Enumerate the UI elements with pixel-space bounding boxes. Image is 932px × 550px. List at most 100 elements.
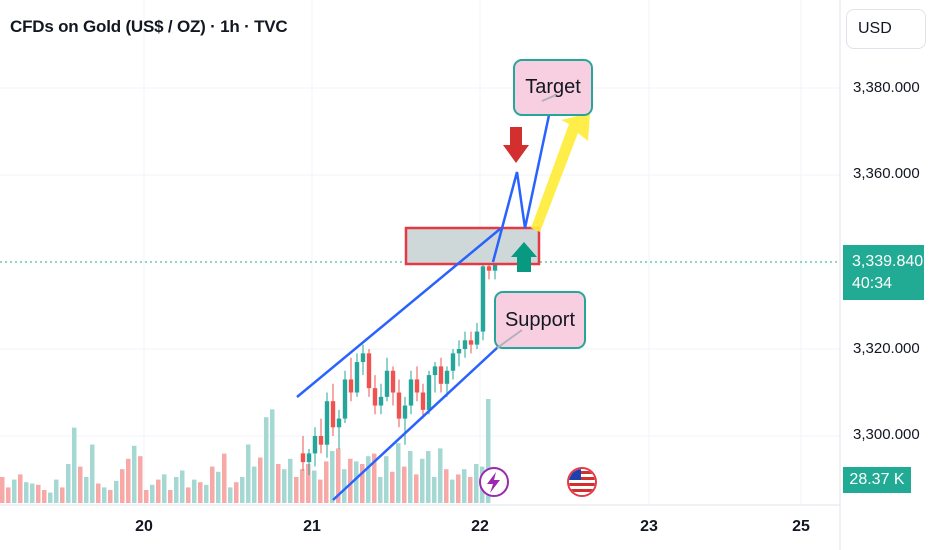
grid-lines — [0, 0, 840, 505]
volume-bar — [132, 445, 137, 503]
us-flag-event-icon[interactable] — [567, 467, 597, 497]
volume-bar — [162, 474, 167, 503]
candle-body — [450, 353, 456, 371]
yellow-projection-arrow[interactable] — [531, 113, 590, 232]
volume-bar — [432, 477, 437, 503]
volume-bar — [144, 490, 149, 503]
candle — [306, 449, 312, 476]
volume-bar — [456, 474, 461, 503]
candle-body — [330, 401, 336, 428]
candle — [408, 370, 414, 415]
volume-bar — [90, 444, 95, 503]
volume-bar — [264, 417, 269, 503]
projected-path-line[interactable] — [491, 100, 554, 263]
candle — [330, 383, 336, 436]
volume-bar — [72, 427, 77, 503]
candle — [378, 383, 384, 415]
volume-bar — [228, 487, 233, 503]
volume-bar — [210, 466, 215, 503]
volume-bar — [168, 490, 173, 503]
chart-title: CFDs on Gold (US$ / OZ) · 1h · TVC — [10, 17, 288, 36]
volume-bar — [324, 461, 329, 503]
resistance-zone[interactable] — [404, 226, 541, 266]
volume-bar — [258, 457, 263, 503]
volume-bar — [0, 477, 5, 503]
candle-body — [390, 370, 396, 393]
volume-bar — [444, 469, 449, 503]
volume-bar — [246, 444, 251, 503]
volume-bar — [420, 458, 425, 503]
candle — [414, 366, 420, 402]
volume-bar — [198, 482, 203, 503]
candle-body — [420, 392, 426, 410]
channel-upper-trendline[interactable] — [296, 228, 501, 398]
volume-bar — [450, 479, 455, 503]
volume-bar — [234, 482, 239, 503]
candle-body — [414, 379, 420, 393]
candle — [336, 409, 342, 450]
volume-bar — [150, 484, 155, 503]
volume-bar — [354, 461, 359, 503]
candle-body — [348, 379, 354, 393]
volume-bar — [426, 451, 431, 503]
lightning-event-icon[interactable] — [479, 467, 509, 497]
volume-bar — [474, 464, 479, 503]
candle — [462, 331, 468, 358]
volume-bar — [330, 451, 335, 503]
candle — [402, 396, 408, 445]
volume-bar — [276, 464, 281, 503]
time-tick: 22 — [471, 518, 489, 535]
volume-bar — [288, 458, 293, 503]
candle-body — [378, 396, 384, 406]
candle — [348, 357, 354, 402]
candle — [318, 418, 324, 454]
channel-lower-trendline[interactable] — [332, 321, 526, 501]
volume-bar — [174, 477, 179, 503]
price-tick: 3,360.000 — [853, 165, 920, 182]
candle — [372, 375, 378, 415]
volume-bar — [402, 466, 407, 503]
candle-body — [480, 266, 486, 332]
volume-bar — [78, 466, 83, 503]
candle-body — [456, 349, 462, 354]
candle — [450, 349, 456, 380]
candle — [390, 366, 396, 406]
target-label[interactable]: Target — [513, 59, 593, 116]
volume-bar — [138, 456, 143, 503]
candle — [438, 357, 444, 393]
volume-bar — [120, 469, 125, 503]
price-tick: 3,320.000 — [853, 340, 920, 357]
volume-bar — [294, 477, 299, 503]
volume-bar — [18, 474, 23, 503]
time-tick: 23 — [640, 518, 658, 535]
candle-body — [474, 331, 480, 345]
candlesticks — [300, 253, 498, 476]
currency-button[interactable]: USD — [846, 9, 926, 49]
volume-bar — [156, 479, 161, 503]
candle — [366, 349, 372, 397]
candle — [444, 366, 450, 397]
volume-bar — [468, 477, 473, 503]
candle-body — [324, 401, 330, 445]
volume-bar — [30, 483, 35, 503]
candle-body — [312, 436, 318, 454]
volume-bar — [216, 471, 221, 503]
volume-bar — [96, 483, 101, 503]
volume-bar — [192, 479, 197, 503]
candle-body — [306, 453, 312, 463]
volume-bar — [12, 479, 17, 503]
last-price-badge: 3,339.840 40:34 — [843, 245, 924, 300]
candle — [342, 370, 348, 423]
volume-bar — [6, 487, 11, 503]
volume-bar — [378, 477, 383, 503]
volume-bar — [318, 479, 323, 503]
volume-bar — [342, 469, 347, 503]
volume-bar — [270, 409, 275, 503]
volume-bar — [126, 458, 131, 503]
volume-bar — [486, 399, 491, 503]
candle-body — [408, 379, 414, 406]
green-up-arrow-icon — [511, 242, 537, 272]
price-tick: 3,300.000 — [853, 426, 920, 443]
support-label[interactable]: Support — [494, 291, 586, 349]
